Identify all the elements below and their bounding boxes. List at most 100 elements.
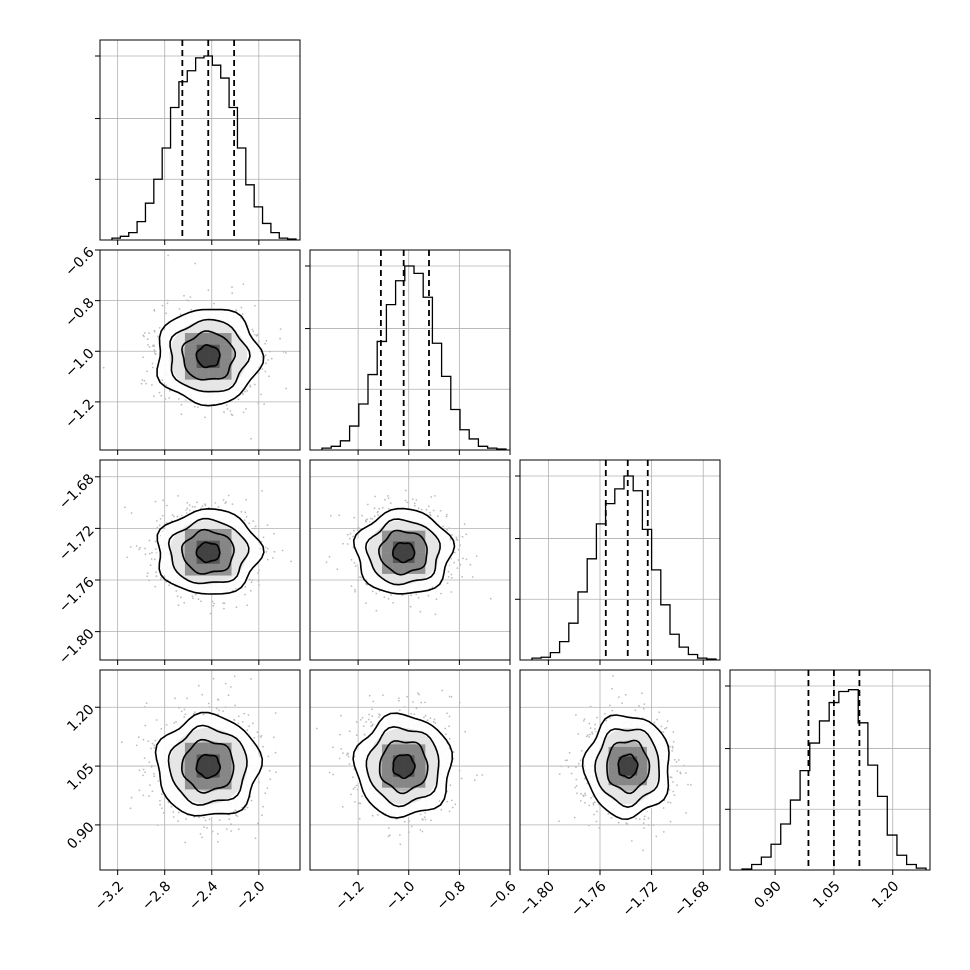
panel-2-2 <box>515 459 721 665</box>
contour-line <box>364 518 441 586</box>
density-cell <box>184 754 197 767</box>
panel-2-1 <box>309 459 511 665</box>
y-tick-label: −1.2 <box>62 396 97 431</box>
density-cell <box>637 756 647 767</box>
density-cell <box>196 333 209 345</box>
density-cell <box>184 344 197 357</box>
density-cell <box>403 563 415 574</box>
density-cell <box>208 356 220 368</box>
density-cell <box>403 776 415 788</box>
x-tick-label: −0.8 <box>434 878 469 913</box>
density-cell <box>637 746 647 757</box>
panel-1-0: −1.2 −1.0 −0.8 −0.6 <box>62 244 301 455</box>
density-cell <box>208 367 220 380</box>
density-cell <box>196 344 209 357</box>
density-cell <box>627 756 638 767</box>
contour-line <box>156 507 265 595</box>
contour-line <box>169 318 251 393</box>
contour-line <box>378 740 429 795</box>
density-cell <box>627 746 638 757</box>
x-tick-label: −1.72 <box>620 878 662 920</box>
y-tick-label: −0.6 <box>62 244 97 279</box>
density-cell <box>382 552 393 564</box>
density-cell <box>403 552 415 564</box>
density-cell <box>196 754 209 767</box>
contour-line <box>180 738 235 794</box>
panel-0-0 <box>95 39 301 245</box>
density-cell <box>208 563 220 576</box>
density-cell <box>196 552 209 564</box>
density-cell <box>403 744 415 756</box>
density-cell <box>403 766 415 777</box>
contour-line <box>195 541 221 564</box>
density-cell <box>608 775 619 786</box>
density-cell <box>219 367 232 380</box>
x-tick-label: −1.80 <box>516 878 558 920</box>
density-cell <box>219 766 232 778</box>
density-cell <box>196 356 209 368</box>
density-cell <box>219 356 232 368</box>
density-cell <box>392 552 404 564</box>
y-tick-label: −1.0 <box>62 346 97 381</box>
density-cell <box>414 552 426 564</box>
density-cell <box>196 528 209 541</box>
density-cell <box>208 766 220 778</box>
contour-line <box>195 753 222 780</box>
panel-frame <box>99 39 301 241</box>
x-tick-label: −2.0 <box>233 878 268 913</box>
density-cell <box>618 775 628 786</box>
contour-line <box>606 739 651 795</box>
density-cell <box>414 766 426 777</box>
x-tick-label: 0.90 <box>751 878 784 911</box>
x-tick-label: 1.20 <box>869 878 902 911</box>
contour-line <box>392 753 416 780</box>
panel-frame <box>309 459 511 661</box>
panel-3-1: −1.2 −1.0 −0.8 −0.6 <box>309 669 520 914</box>
density-cell <box>392 766 404 777</box>
density-cell <box>219 742 232 755</box>
panel-frame <box>99 669 301 871</box>
histogram-step <box>531 475 717 660</box>
density-cell <box>184 356 197 368</box>
panel-frame <box>99 459 301 661</box>
density-cell <box>414 776 426 788</box>
density-cell <box>219 540 232 553</box>
density-cell <box>414 744 426 756</box>
density-cell <box>208 540 220 553</box>
density-cell <box>392 776 404 788</box>
density-cell <box>196 777 209 790</box>
density-cell <box>403 530 415 542</box>
density-cell <box>618 756 628 767</box>
density-cell <box>414 541 426 553</box>
density-cell <box>403 755 415 767</box>
density-cell <box>208 742 220 755</box>
panel-2-0: −1.80 −1.76 −1.72 −1.68 <box>56 459 301 668</box>
panel-frame <box>309 249 511 451</box>
x-tick-label: −1.76 <box>568 878 610 920</box>
density-cell <box>392 541 404 553</box>
density-cell <box>208 528 220 541</box>
density-cell <box>382 766 393 777</box>
histogram-step <box>321 265 507 450</box>
panel-3-2: −1.80 −1.76 −1.72 −1.68 <box>516 669 721 920</box>
panel-frame <box>519 459 721 661</box>
density-cell <box>608 756 619 767</box>
density-cell <box>196 367 209 380</box>
density-cell <box>627 775 638 786</box>
density-cell <box>392 530 404 542</box>
density-cell <box>184 563 197 576</box>
contour-line <box>181 330 237 381</box>
density-cell <box>414 755 426 767</box>
x-tick-label: −3.2 <box>92 878 127 913</box>
contour-line <box>156 308 265 407</box>
density-cell <box>208 333 220 345</box>
x-tick-label: −1.2 <box>332 878 367 913</box>
density-cell <box>608 746 619 757</box>
y-tick-label: 1.20 <box>64 702 97 735</box>
density-cell <box>184 552 197 564</box>
density-cell <box>219 552 232 564</box>
y-tick-label: −1.68 <box>56 471 98 513</box>
panel-frame <box>729 669 931 871</box>
contour-line <box>581 714 670 821</box>
contour-line <box>365 725 440 808</box>
